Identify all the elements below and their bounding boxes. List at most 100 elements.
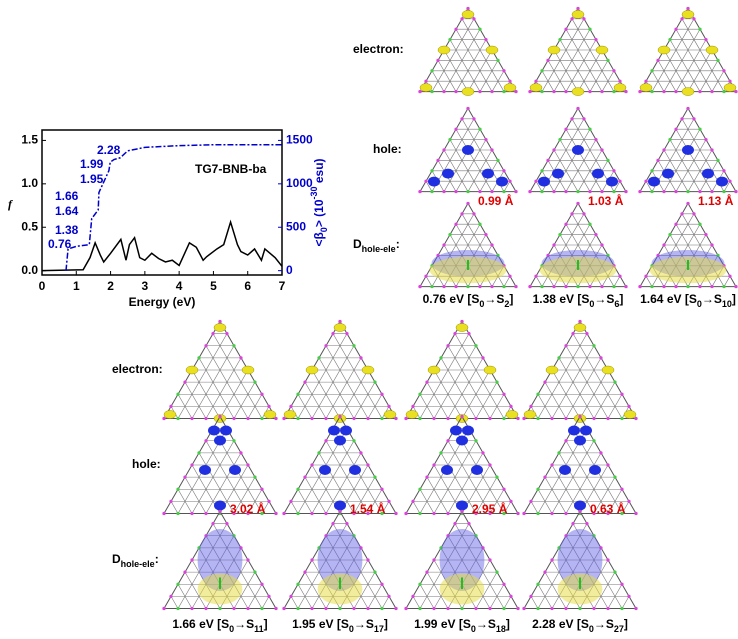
atom	[529, 594, 533, 598]
atom	[239, 451, 243, 455]
transition-caption-part: 2.28 eV [S	[532, 617, 589, 631]
atom	[411, 594, 415, 598]
atom	[454, 27, 458, 31]
atom	[478, 189, 482, 194]
atom	[439, 451, 443, 455]
row-label-part: hole-ele	[362, 244, 396, 254]
transition-caption-part: 27	[614, 624, 624, 634]
atom	[232, 344, 236, 348]
atom	[502, 487, 506, 491]
bond	[170, 596, 179, 609]
atom	[454, 284, 458, 289]
atom	[488, 416, 492, 421]
atom	[710, 148, 714, 152]
atom	[540, 69, 544, 73]
atom	[430, 189, 434, 194]
atom	[310, 463, 314, 467]
atom	[704, 138, 708, 142]
electron-density	[573, 414, 587, 423]
atom	[338, 414, 342, 419]
atom	[606, 511, 610, 516]
atom	[710, 89, 714, 94]
atom	[502, 606, 506, 611]
atom	[606, 58, 610, 62]
atom	[662, 148, 666, 152]
bond	[353, 571, 376, 609]
electron-density	[639, 83, 653, 92]
hole-density	[580, 425, 592, 436]
y2-axis-label-part: -30	[309, 186, 319, 199]
atom	[650, 284, 654, 289]
atom	[558, 138, 562, 142]
bond	[381, 596, 390, 609]
atom	[373, 475, 377, 479]
atom	[387, 594, 391, 598]
atom	[508, 179, 512, 183]
atom	[460, 606, 464, 611]
atom	[474, 511, 478, 516]
atom	[686, 284, 690, 289]
bond	[530, 596, 539, 609]
atom	[552, 284, 556, 289]
atom	[668, 38, 672, 42]
atom	[162, 416, 166, 421]
atom	[169, 404, 173, 408]
atom	[380, 392, 384, 396]
bond	[297, 333, 348, 419]
transition-caption-part: 6	[614, 299, 619, 309]
molecule	[528, 106, 628, 194]
atom	[495, 380, 499, 384]
bond	[699, 60, 719, 92]
bond	[651, 18, 695, 92]
atom	[430, 89, 434, 94]
atom	[467, 522, 471, 526]
atom	[698, 127, 702, 131]
electron-density	[681, 87, 695, 96]
transition-caption: 0.76 eV [S0→S2]	[423, 292, 514, 309]
atom	[550, 558, 554, 562]
bond	[353, 381, 376, 419]
atom	[680, 212, 684, 216]
row-label: Dhole-ele:	[112, 552, 159, 569]
x-tick-label: 6	[244, 279, 251, 293]
atom	[253, 475, 257, 479]
atom	[698, 222, 702, 226]
atom	[722, 69, 726, 73]
atom	[502, 284, 506, 289]
bond	[304, 381, 327, 419]
bond	[479, 60, 499, 92]
atom	[366, 606, 370, 611]
electron-density	[595, 45, 609, 55]
hole-density	[450, 425, 462, 436]
atom	[183, 570, 187, 574]
atom	[600, 89, 604, 94]
atom	[432, 416, 436, 421]
atom	[594, 138, 598, 142]
atom	[274, 606, 278, 611]
atom	[466, 201, 470, 206]
bond	[544, 381, 567, 419]
molecule	[638, 201, 738, 289]
hole-density	[552, 168, 564, 179]
atom	[338, 319, 342, 324]
bond	[198, 452, 235, 514]
atom	[204, 439, 208, 443]
atom	[710, 189, 714, 194]
molecule	[418, 201, 518, 289]
bond	[184, 476, 207, 514]
bond	[381, 501, 390, 514]
electron-density	[383, 410, 397, 419]
atom	[546, 158, 550, 162]
atom	[650, 89, 654, 94]
atom	[592, 439, 596, 443]
atom	[606, 158, 610, 162]
bond	[454, 523, 505, 609]
atom	[310, 416, 314, 421]
atom	[668, 233, 672, 237]
atom	[424, 79, 428, 83]
bond	[613, 276, 621, 287]
atom	[345, 332, 349, 336]
electron-density	[681, 10, 695, 19]
atom	[317, 546, 321, 550]
atom	[606, 253, 610, 257]
